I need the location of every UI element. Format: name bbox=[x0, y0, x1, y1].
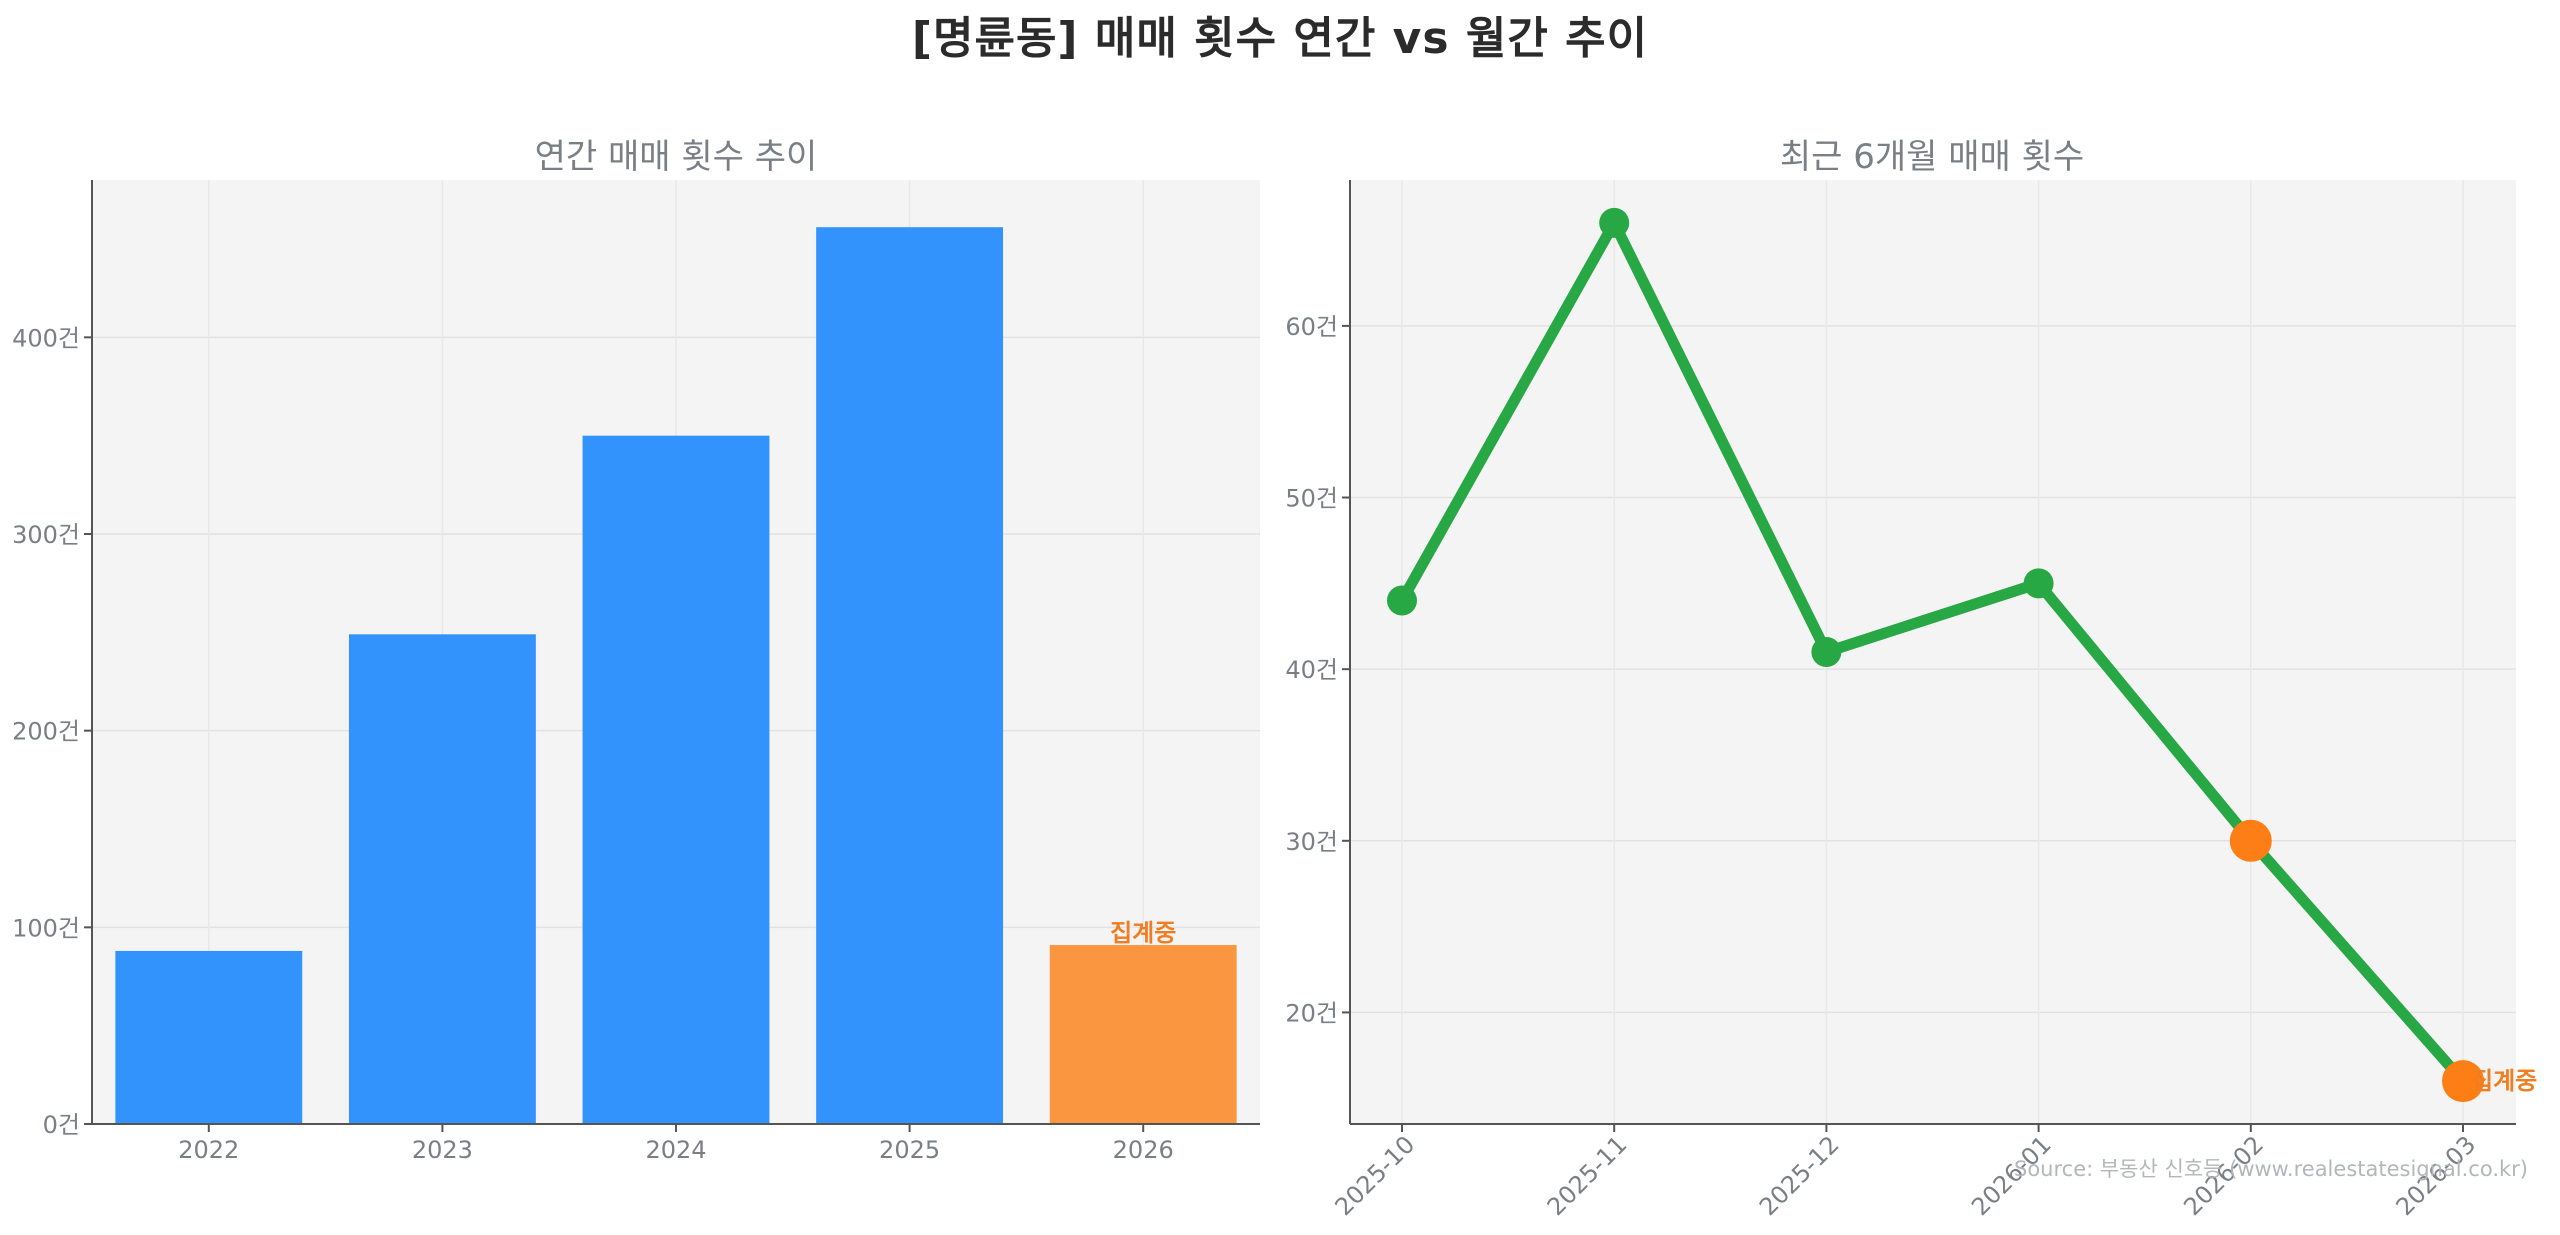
annual-y-ticks: 0건 100건 200건 300건 400건 bbox=[12, 324, 92, 1139]
annual-x-tick-label: 2025 bbox=[879, 1136, 940, 1164]
annual-x-tick-label: 2022 bbox=[178, 1136, 239, 1164]
figure-title: [명륜동] 매매 횟수 연간 vs 월간 추이 bbox=[911, 13, 1649, 64]
annual-bars bbox=[115, 227, 1237, 1125]
annual-bar-2022 bbox=[115, 950, 303, 1124]
annual-chart-title: 연간 매매 횟수 추이 bbox=[535, 137, 818, 177]
monthly-counting-label: 집계중 bbox=[2471, 1067, 2537, 1095]
monthly-point-2026-03 bbox=[2442, 1060, 2484, 1103]
annual-bar-2026 bbox=[1049, 945, 1237, 1124]
monthly-series-line bbox=[1397, 211, 2468, 1085]
monthly-point-2026-02 bbox=[2229, 819, 2272, 862]
annual-y-tick-label: 400건 bbox=[12, 324, 80, 352]
monthly-y-ticks: 20건 30건 40건 50건 60건 bbox=[1285, 313, 1350, 1027]
monthly-point-2026-01 bbox=[2023, 568, 2054, 599]
monthly-x-tick-label: 2025-10 bbox=[1330, 1130, 1421, 1221]
monthly-x-tick-label: 2025-11 bbox=[1542, 1130, 1633, 1221]
monthly-plot-background bbox=[1350, 180, 2516, 1124]
annual-x-ticks: 2022 2023 2024 2025 2026 bbox=[178, 1124, 1174, 1164]
source-caption: Source: 부동산 신호등 (www.realestatesignal.co… bbox=[2014, 1157, 2528, 1181]
monthly-y-tick-label: 50건 bbox=[1285, 485, 1338, 513]
annual-x-tick-label: 2024 bbox=[645, 1136, 706, 1164]
annual-x-tick-label: 2023 bbox=[412, 1136, 473, 1164]
monthly-x-tick-label: 2025-12 bbox=[1754, 1130, 1845, 1221]
annual-y-tick-label: 100건 bbox=[12, 914, 80, 942]
monthly-y-tick-label: 30건 bbox=[1285, 828, 1338, 856]
annual-x-tick-label: 2026 bbox=[1113, 1136, 1174, 1164]
monthly-y-tick-label: 60건 bbox=[1285, 313, 1338, 341]
annual-bar-2025 bbox=[816, 227, 1004, 1124]
monthly-point-2025-12 bbox=[1811, 637, 1842, 667]
monthly-y-tick-label: 20건 bbox=[1285, 999, 1338, 1027]
annual-y-tick-label: 0건 bbox=[43, 1111, 80, 1139]
annual-bar-2023 bbox=[348, 634, 536, 1124]
monthly-point-2025-11 bbox=[1599, 207, 1630, 238]
annual-counting-label: 집계중 bbox=[1110, 919, 1176, 947]
monthly-y-tick-label: 40건 bbox=[1285, 656, 1338, 684]
monthly-point-2025-10 bbox=[1387, 585, 1417, 616]
annual-bar-2024 bbox=[582, 435, 770, 1125]
annual-y-tick-label: 300건 bbox=[12, 521, 80, 549]
monthly-chart-title: 최근 6개월 매매 횟수 bbox=[1780, 137, 2084, 177]
monthly-points bbox=[1387, 207, 2484, 1103]
annual-y-tick-label: 200건 bbox=[12, 718, 80, 746]
